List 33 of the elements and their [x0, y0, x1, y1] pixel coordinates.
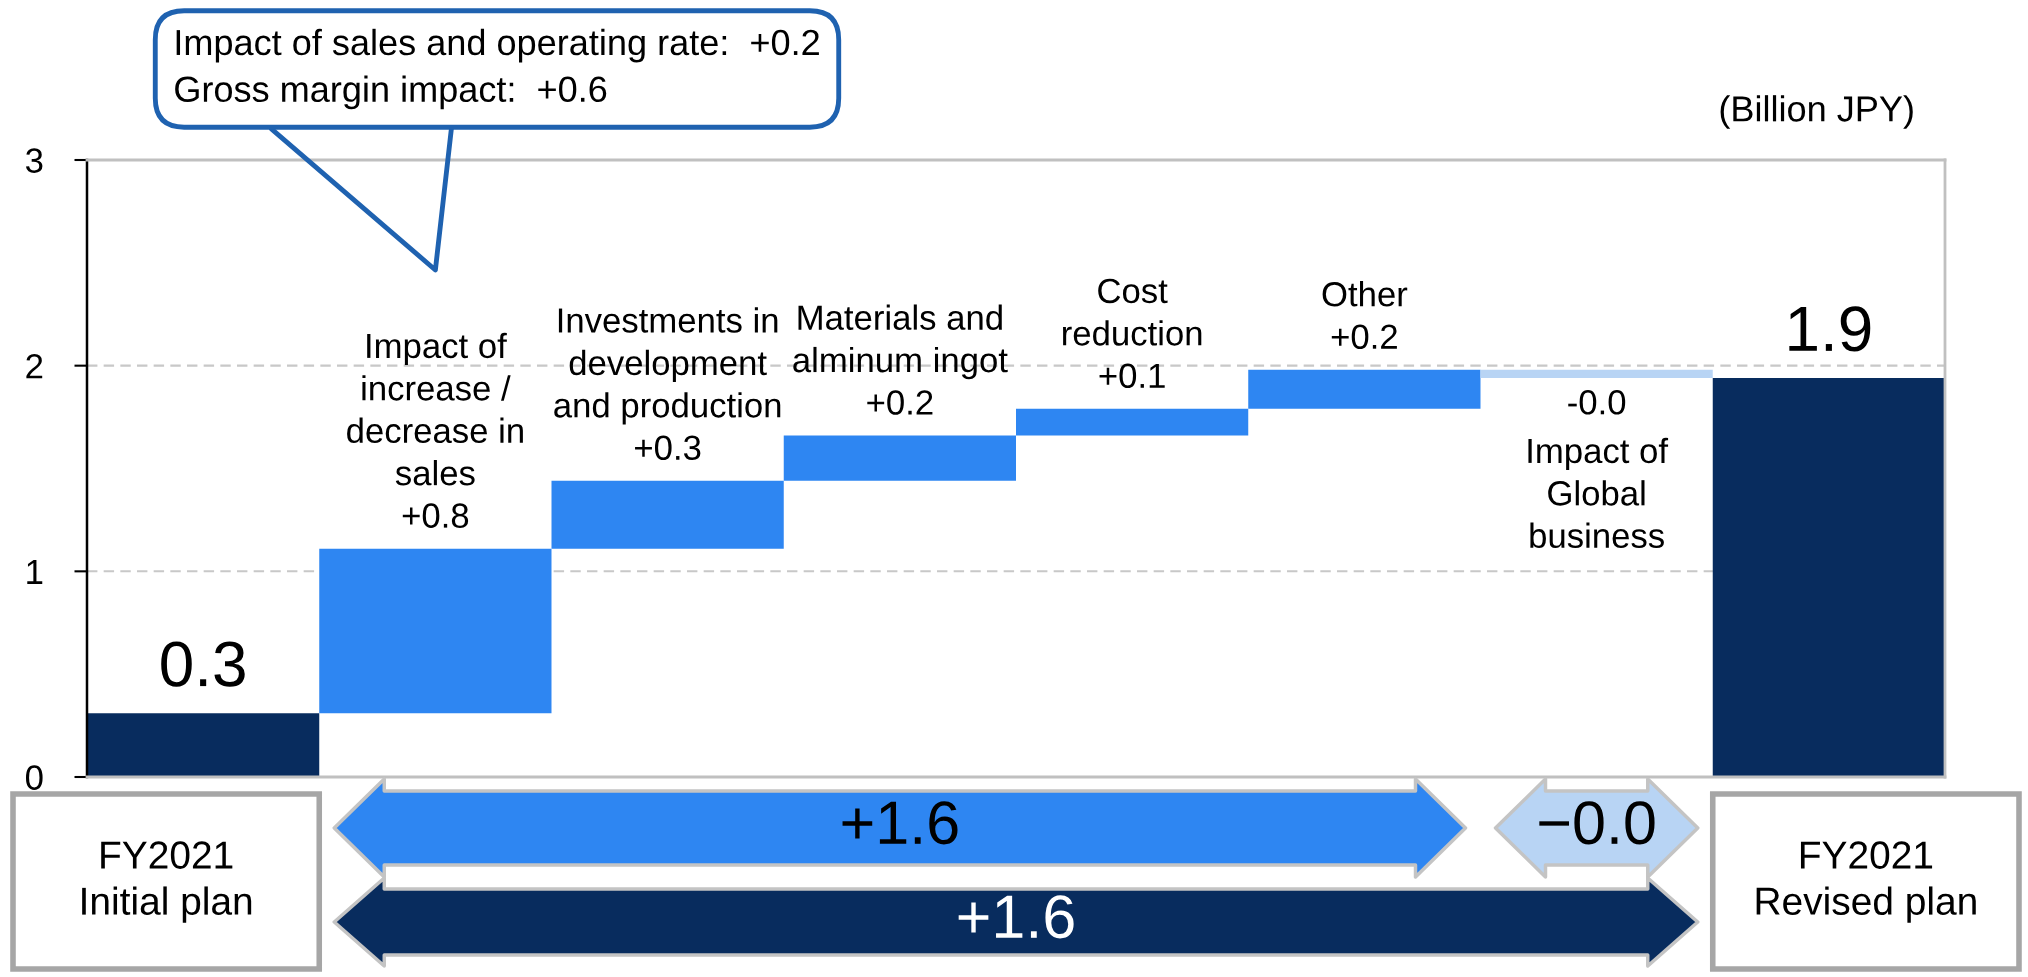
data-label: 0.3 — [161, 641, 245, 687]
data-label: +0.2 — [867, 390, 933, 415]
bar — [551, 480, 784, 549]
y-tick-label: 2 — [26, 354, 43, 379]
data-label: +0.1 — [1099, 363, 1165, 389]
data-label: +0.2 — [1331, 324, 1397, 350]
text: +1.6 — [958, 895, 1074, 939]
text: −0.0 — [1539, 801, 1655, 845]
y-tick-label: 1 — [27, 560, 43, 584]
y-tick-label: 3 — [25, 148, 43, 173]
x-tick-label: Other — [1322, 281, 1408, 307]
bar — [783, 435, 1016, 481]
bar — [1712, 378, 1945, 777]
data-label: +0.8 — [402, 503, 469, 528]
y-tick-label: 0 — [25, 765, 43, 790]
x-tick-label: Investments in development and production — [554, 307, 781, 425]
text: +1.6 — [842, 801, 958, 845]
bar — [319, 548, 552, 714]
bar — [1248, 369, 1481, 409]
text: Impact of sales and operating rate: +0.2 Gross margin impact: +0.6 — [175, 28, 819, 110]
bar — [87, 713, 320, 777]
bar — [1016, 408, 1249, 436]
x-tick-label: Impact of increase / decrease in sales — [347, 332, 523, 486]
x-tick-label: Impact of Global business — [1528, 437, 1669, 549]
x-tick-label: FY2021 Initial plan — [82, 841, 252, 923]
text: (Billion JPY) — [1720, 95, 1913, 129]
data-label: -0.0 — [1568, 390, 1626, 415]
bar — [1480, 369, 1713, 379]
data-label: 1.9 — [1789, 306, 1871, 352]
x-tick-label: FY2021 Revised plan — [1756, 841, 1976, 923]
data-label: +0.3 — [635, 435, 701, 461]
x-tick-label: Cost reduction — [1063, 278, 1202, 346]
x-tick-label: Materials and alminum ingot — [793, 304, 1008, 380]
